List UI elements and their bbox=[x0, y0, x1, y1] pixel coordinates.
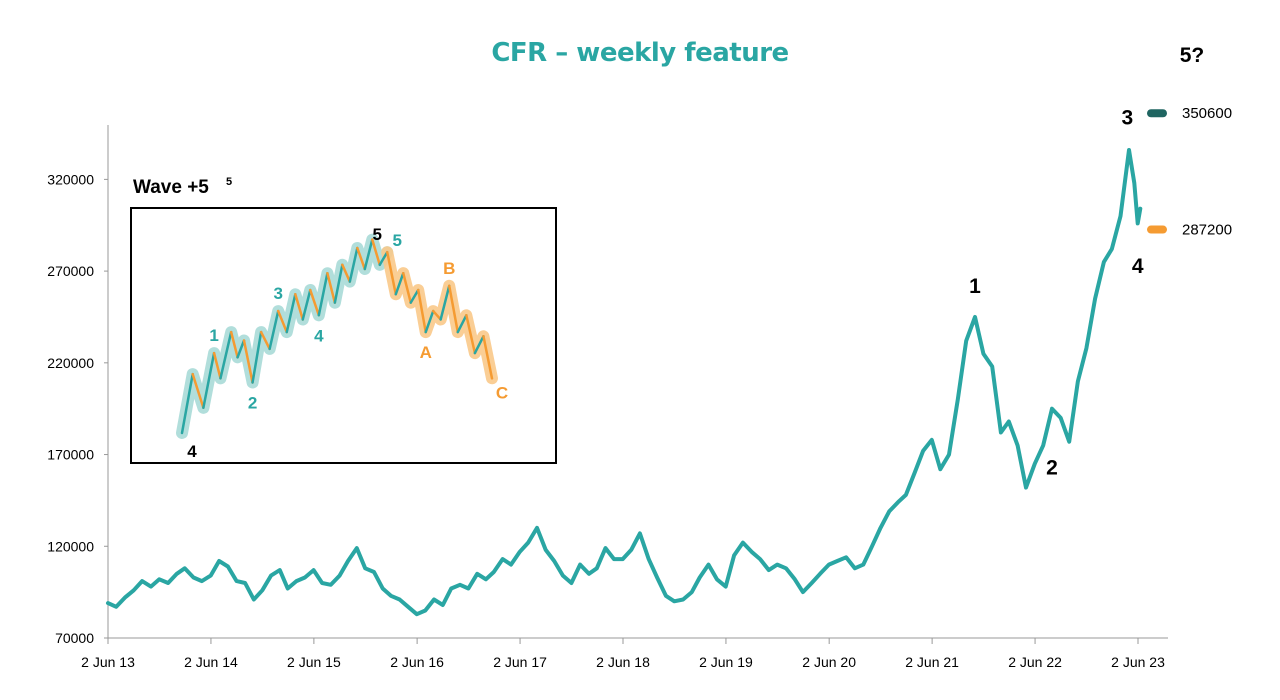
inset-zigzag-segment bbox=[219, 330, 233, 380]
x-tick-label: 2 Jun 18 bbox=[596, 654, 650, 670]
inset-title-superscript: 5 bbox=[226, 176, 232, 188]
x-tick-label: 2 Jun 20 bbox=[802, 654, 856, 670]
chart-axes bbox=[107, 125, 1168, 639]
inset-zigzag-segment bbox=[394, 271, 405, 296]
inset-wave-label: 2 bbox=[248, 394, 257, 413]
y-tick-label: 70000 bbox=[55, 630, 94, 646]
x-tick-label: 2 Jun 23 bbox=[1111, 654, 1165, 670]
inset-zigzag-segment bbox=[447, 284, 460, 334]
x-tick-label: 2 Jun 17 bbox=[493, 654, 547, 670]
y-tick-label: 220000 bbox=[47, 355, 94, 371]
inset-zigzag-segment bbox=[424, 309, 435, 334]
inset-zigzag-segment bbox=[212, 351, 222, 380]
y-axis-ticks: 70000 120000 170000 220000 270000 320000 bbox=[47, 171, 108, 646]
inset-zigzag-segment bbox=[229, 330, 239, 359]
inset-zigzag-segment bbox=[465, 314, 477, 355]
x-axis-ticks: 2 Jun 13 2 Jun 14 2 Jun 15 2 Jun 16 2 Jun 17… bbox=[81, 638, 1165, 670]
inset-zigzag-segment bbox=[236, 339, 246, 359]
chart-title: CFR – weekly feature bbox=[491, 38, 789, 68]
x-tick-label: 2 Jun 21 bbox=[905, 654, 959, 670]
inset-zigzag-segment bbox=[180, 372, 194, 435]
inset-zigzag-segment bbox=[416, 288, 427, 334]
x-tick-label: 2 Jun 22 bbox=[1008, 654, 1062, 670]
inset-zigzag-segment bbox=[363, 238, 374, 271]
inset-wave-label: 4 bbox=[314, 326, 324, 345]
inset-zigzag-segment bbox=[482, 335, 494, 380]
inset-zigzag-segment bbox=[409, 288, 420, 304]
price-line bbox=[106, 148, 1143, 617]
reference-marker bbox=[1147, 109, 1167, 118]
y-tick-label: 120000 bbox=[47, 538, 94, 554]
inset-zigzag-segment bbox=[402, 271, 413, 304]
inset-zigzag-segment bbox=[202, 351, 216, 410]
inset-zigzag-segment bbox=[317, 271, 329, 317]
inset-zigzag-segment bbox=[348, 246, 359, 283]
inset-zigzag-segment bbox=[333, 263, 344, 304]
inset-wave-label: 5 bbox=[393, 231, 402, 250]
inset-wave-label: 4 bbox=[187, 442, 197, 461]
x-tick-label: 2 Jun 13 bbox=[81, 654, 135, 670]
wave-label: 5? bbox=[1180, 44, 1205, 67]
inset-zigzag-segment bbox=[251, 330, 263, 384]
wave-label: 4 bbox=[1132, 255, 1144, 278]
wave-label: 3 bbox=[1121, 106, 1133, 129]
inset-frame bbox=[130, 207, 557, 464]
price-series bbox=[106, 148, 1143, 617]
inset-zigzag-segment bbox=[309, 288, 321, 317]
x-tick-label: 2 Jun 15 bbox=[287, 654, 341, 670]
inset-zigzag-segment bbox=[259, 330, 271, 351]
inset-zigzag-segment bbox=[326, 271, 337, 304]
inset-zigzag-segment bbox=[473, 335, 485, 355]
wave-label: 2 bbox=[1046, 457, 1058, 480]
inset-zigzag-segment bbox=[439, 284, 451, 321]
inset-zigzag-segment bbox=[456, 314, 468, 334]
y-tick-label: 320000 bbox=[47, 171, 94, 187]
y-tick-label: 270000 bbox=[47, 263, 94, 279]
inset-zigzag-segment bbox=[191, 372, 205, 410]
inset-zigzag-segment bbox=[294, 293, 305, 321]
inset-zigzag-segment bbox=[301, 288, 312, 321]
inset-zigzag-segment bbox=[431, 309, 442, 321]
inset-zigzag-segment bbox=[385, 250, 398, 296]
x-tick-label: 2 Jun 19 bbox=[699, 654, 753, 670]
reference-label: 350600 bbox=[1182, 105, 1232, 122]
inset-zigzag-segment bbox=[378, 250, 389, 267]
inset-zigzag-segment bbox=[285, 293, 297, 334]
inset-title: Wave +5 bbox=[133, 177, 209, 198]
inset-wave-label: B bbox=[443, 259, 455, 278]
inset-wave-label: 3 bbox=[273, 284, 282, 303]
inset-zigzag-segment bbox=[242, 339, 254, 384]
wave-annotations: 1 2 3 4 5? bbox=[969, 44, 1204, 480]
reference-marker bbox=[1147, 225, 1167, 234]
inset-zigzag-segment bbox=[356, 246, 367, 271]
reference-label: 287200 bbox=[1182, 222, 1232, 239]
inset-zigzag-segment bbox=[268, 309, 280, 351]
reference-markers: 350600 287200 bbox=[1147, 105, 1232, 239]
inset-wave-label: A bbox=[420, 343, 432, 362]
inset-wave-label: 5 bbox=[373, 225, 382, 244]
inset-zigzag-segment bbox=[371, 238, 382, 267]
inset-zigzag-segment bbox=[276, 309, 289, 334]
x-tick-label: 2 Jun 16 bbox=[390, 654, 444, 670]
inset-zigzag-segment bbox=[341, 263, 352, 283]
y-tick-label: 170000 bbox=[47, 447, 94, 463]
inset-wave-label: 1 bbox=[209, 326, 218, 345]
inset-wave-label: C bbox=[496, 383, 508, 402]
x-tick-label: 2 Jun 14 bbox=[184, 654, 238, 670]
wave-label: 1 bbox=[969, 275, 981, 298]
